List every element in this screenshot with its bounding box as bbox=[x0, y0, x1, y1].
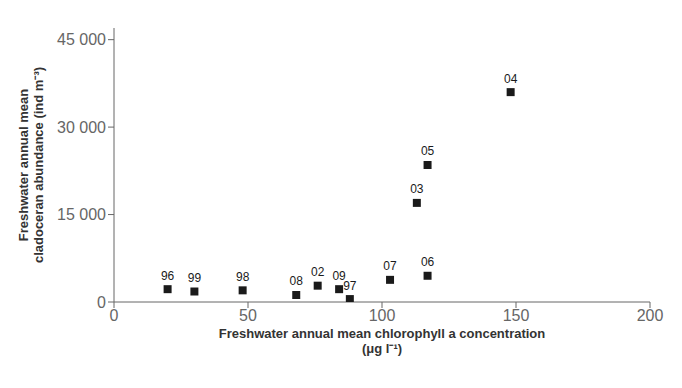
svg-text:Freshwater annual mean chlorop: Freshwater annual mean chlorophyll a con… bbox=[219, 326, 546, 356]
svg-text:45 000: 45 000 bbox=[57, 31, 106, 48]
svg-text:05: 05 bbox=[421, 144, 435, 158]
svg-text:30 000: 30 000 bbox=[57, 119, 106, 136]
svg-text:08: 08 bbox=[290, 274, 304, 288]
svg-text:0: 0 bbox=[110, 307, 119, 324]
svg-text:06: 06 bbox=[421, 255, 435, 269]
svg-text:02: 02 bbox=[311, 265, 325, 279]
svg-text:200: 200 bbox=[637, 307, 664, 324]
svg-text:96: 96 bbox=[161, 269, 175, 283]
svg-text:03: 03 bbox=[410, 182, 424, 196]
svg-text:98: 98 bbox=[236, 270, 250, 284]
svg-text:09: 09 bbox=[332, 268, 346, 283]
svg-text:150: 150 bbox=[503, 307, 530, 324]
svg-text:0: 0 bbox=[97, 294, 106, 311]
svg-text:07: 07 bbox=[383, 259, 397, 273]
svg-text:100: 100 bbox=[369, 307, 396, 324]
svg-text:99: 99 bbox=[188, 271, 202, 285]
svg-text:97: 97 bbox=[343, 279, 357, 293]
svg-text:Freshwater annual meancladocer: Freshwater annual meancladoceran abundan… bbox=[16, 67, 46, 263]
svg-text:15 000: 15 000 bbox=[57, 206, 106, 223]
svg-text:04: 04 bbox=[504, 72, 518, 86]
svg-text:50: 50 bbox=[239, 307, 257, 324]
